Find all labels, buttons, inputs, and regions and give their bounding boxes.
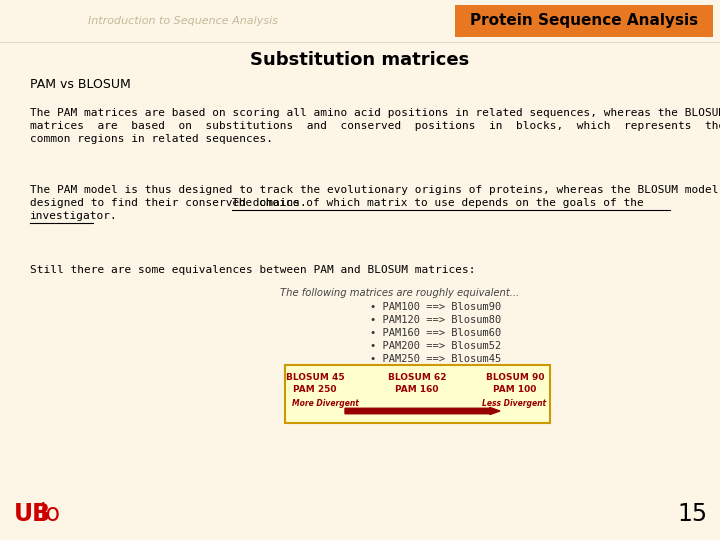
Text: matrices  are  based  on  substitutions  and  conserved  positions  in  blocks, : matrices are based on substitutions and …	[30, 121, 720, 131]
Text: • PAM250 ==> Blosum45: • PAM250 ==> Blosum45	[370, 354, 501, 364]
Text: PAM 160: PAM 160	[395, 385, 438, 394]
FancyArrow shape	[345, 408, 500, 415]
Text: Still there are some equivalences between PAM and BLOSUM matrices:: Still there are some equivalences betwee…	[30, 265, 475, 275]
Text: More Divergent: More Divergent	[292, 399, 359, 408]
Text: BLOSUM 45: BLOSUM 45	[286, 373, 344, 382]
FancyBboxPatch shape	[455, 5, 713, 37]
Text: The choice of which matrix to use depends on the goals of the: The choice of which matrix to use depend…	[233, 198, 644, 208]
Text: common regions in related sequences.: common regions in related sequences.	[30, 134, 273, 144]
Text: PAM 250: PAM 250	[293, 385, 337, 394]
Text: The PAM model is thus designed to track the evolutionary origins of proteins, wh: The PAM model is thus designed to track …	[30, 185, 720, 195]
Text: UB: UB	[14, 502, 51, 526]
Text: • PAM120 ==> Blosum80: • PAM120 ==> Blosum80	[370, 315, 501, 325]
FancyBboxPatch shape	[285, 365, 550, 423]
Text: The PAM matrices are based on scoring all amino acid positions in related sequen: The PAM matrices are based on scoring al…	[30, 108, 720, 118]
Text: BLOSUM 90: BLOSUM 90	[486, 373, 544, 382]
Text: io: io	[40, 502, 61, 526]
Text: PAM 100: PAM 100	[493, 385, 536, 394]
Text: 15: 15	[677, 502, 707, 526]
Text: designed to find their conserved domains.: designed to find their conserved domains…	[30, 198, 313, 208]
Text: The following matrices are roughly equivalent...: The following matrices are roughly equiv…	[280, 288, 520, 298]
Text: • PAM160 ==> Blosum60: • PAM160 ==> Blosum60	[370, 328, 501, 338]
Text: Less Divergent: Less Divergent	[482, 399, 546, 408]
Text: BLOSUM 62: BLOSUM 62	[388, 373, 446, 382]
Text: investigator.: investigator.	[30, 211, 118, 221]
Text: Protein Sequence Analysis: Protein Sequence Analysis	[470, 14, 698, 29]
Text: Substitution matrices: Substitution matrices	[251, 51, 469, 69]
FancyBboxPatch shape	[0, 0, 720, 42]
Text: • PAM100 ==> Blosum90: • PAM100 ==> Blosum90	[370, 302, 501, 312]
Text: • PAM200 ==> Blosum52: • PAM200 ==> Blosum52	[370, 341, 501, 351]
Text: Introduction to Sequence Analysis: Introduction to Sequence Analysis	[88, 16, 278, 26]
Text: PAM vs BLOSUM: PAM vs BLOSUM	[30, 78, 131, 91]
